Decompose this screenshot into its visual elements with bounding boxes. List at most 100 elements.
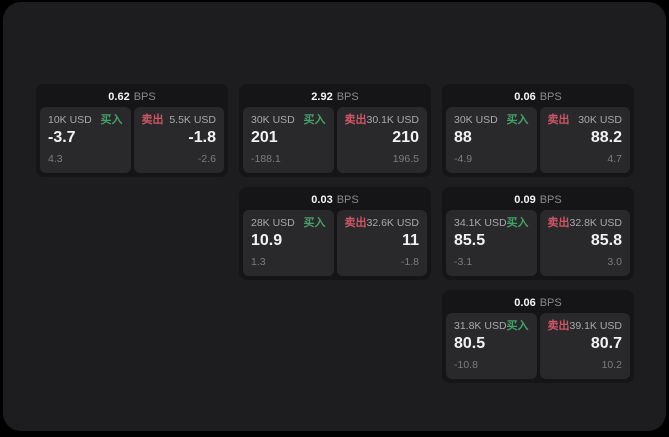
- buy-side-label: 买入: [506, 217, 529, 229]
- buy-panel[interactable]: 28K USD 买入 10.9 1.3: [243, 210, 334, 276]
- buy-price-value: -3.7: [48, 129, 76, 146]
- buy-side-label: 买入: [303, 114, 326, 126]
- buy-price-value: 85.5: [454, 232, 486, 249]
- buy-side-label: 买入: [303, 217, 326, 229]
- sell-side-label: 卖出: [141, 114, 164, 126]
- sell-panel[interactable]: 卖出 5.5K USD -1.8 -2.6: [133, 107, 224, 173]
- quote-panels: 34.1K USD 买入 85.5 -3.1 卖出 32.8K USD 85.8 3.0: [446, 210, 630, 276]
- sell-panel[interactable]: 卖出 30K USD 88.2 4.7: [539, 107, 630, 173]
- bps-header: 2.92 BPS: [243, 88, 427, 107]
- bps-unit-label: BPS: [336, 91, 359, 103]
- sell-panel[interactable]: 卖出 32.6K USD 11 -1.8: [336, 210, 427, 276]
- quote-card: 0.06 BPS 31.8K USD 买入 80.5 -10.8 卖出 39.1K USD 80…: [442, 290, 634, 383]
- sell-price-value: 210: [392, 129, 419, 146]
- bps-header: 0.06 BPS: [446, 294, 630, 313]
- sell-side-label: 卖出: [344, 114, 367, 126]
- sell-amount-label: 32.8K USD: [569, 217, 623, 229]
- sell-amount-label: 39.1K USD: [569, 320, 623, 332]
- buy-amount-label: 30K USD: [251, 114, 295, 126]
- buy-panel[interactable]: 34.1K USD 买入 85.5 -3.1: [446, 210, 537, 276]
- buy-panel-top: 30K USD 买入: [251, 114, 326, 126]
- sell-price-value: 80.7: [590, 335, 622, 352]
- bps-header: 0.09 BPS: [446, 191, 630, 210]
- buy-panel[interactable]: 30K USD 买入 88 -4.9: [446, 107, 537, 173]
- buy-sub-value: 1.3: [251, 256, 266, 268]
- sell-price-value: 11: [402, 232, 419, 249]
- bps-unit-label: BPS: [336, 194, 359, 206]
- buy-side-label: 买入: [506, 320, 529, 332]
- buy-sub-value: 4.3: [48, 153, 63, 165]
- buy-sub-value: -188.1: [251, 153, 281, 165]
- bps-unit-label: BPS: [539, 297, 562, 309]
- bps-header: 0.03 BPS: [243, 191, 427, 210]
- sell-sub-value: 196.5: [392, 153, 419, 165]
- sell-panel-top: 卖出 32.8K USD: [548, 217, 623, 229]
- quote-card: 0.62 BPS 10K USD 买入 -3.7 4.3 卖出 5.5K USD -1.8 -2.…: [36, 84, 228, 177]
- sell-amount-label: 32.6K USD: [366, 217, 420, 229]
- buy-sub-value: -4.9: [454, 153, 473, 165]
- bps-unit-label: BPS: [539, 91, 562, 103]
- quote-panels: 31.8K USD 买入 80.5 -10.8 卖出 39.1K USD 80.7 10.2: [446, 313, 630, 379]
- sell-amount-label: 5.5K USD: [169, 114, 216, 126]
- sell-sub-value: 4.7: [607, 153, 622, 165]
- bps-header: 0.06 BPS: [446, 88, 630, 107]
- quote-panels: 10K USD 买入 -3.7 4.3 卖出 5.5K USD -1.8 -2.6: [40, 107, 224, 173]
- buy-sub-value: -3.1: [454, 256, 473, 268]
- quote-card: 0.06 BPS 30K USD 买入 88 -4.9 卖出 30K USD 88.2 4.7: [442, 84, 634, 177]
- buy-side-label: 买入: [506, 114, 529, 126]
- quote-panels: 30K USD 买入 201 -188.1 卖出 30.1K USD 210 196.5: [243, 107, 427, 173]
- bps-value: 0.62: [108, 91, 130, 103]
- app-window: 0.62 BPS 10K USD 买入 -3.7 4.3 卖出 5.5K USD -1.8 -2.…: [3, 2, 666, 431]
- buy-panel-top: 34.1K USD 买入: [454, 217, 529, 229]
- bps-value: 0.06: [514, 297, 536, 309]
- sell-sub-value: 3.0: [607, 256, 622, 268]
- buy-amount-label: 31.8K USD: [454, 320, 507, 332]
- bps-unit-label: BPS: [539, 194, 562, 206]
- sell-price-value: 85.8: [590, 232, 622, 249]
- sell-panel[interactable]: 卖出 32.8K USD 85.8 3.0: [539, 210, 630, 276]
- quote-card: 2.92 BPS 30K USD 买入 201 -188.1 卖出 30.1K USD 210 1…: [239, 84, 431, 177]
- sell-side-label: 卖出: [547, 320, 570, 332]
- buy-amount-label: 10K USD: [48, 114, 92, 126]
- buy-price-value: 88: [454, 129, 472, 146]
- sell-panel-top: 卖出 32.6K USD: [345, 217, 420, 229]
- sell-panel-top: 卖出 30K USD: [548, 114, 623, 126]
- sell-price-value: 88.2: [590, 129, 622, 146]
- sell-sub-value: 10.2: [601, 359, 622, 371]
- bps-unit-label: BPS: [133, 91, 156, 103]
- sell-amount-label: 30K USD: [578, 114, 622, 126]
- buy-panel-top: 10K USD 买入: [48, 114, 123, 126]
- buy-side-label: 买入: [100, 114, 123, 126]
- quote-panels: 30K USD 买入 88 -4.9 卖出 30K USD 88.2 4.7: [446, 107, 630, 173]
- buy-amount-label: 28K USD: [251, 217, 295, 229]
- sell-panel-top: 卖出 30.1K USD: [345, 114, 420, 126]
- sell-sub-value: -1.8: [400, 256, 419, 268]
- buy-amount-label: 34.1K USD: [454, 217, 507, 229]
- bps-header: 0.62 BPS: [40, 88, 224, 107]
- buy-panel[interactable]: 30K USD 买入 201 -188.1: [243, 107, 334, 173]
- sell-panel[interactable]: 卖出 39.1K USD 80.7 10.2: [539, 313, 630, 379]
- sell-side-label: 卖出: [547, 217, 570, 229]
- buy-price-value: 10.9: [251, 232, 283, 249]
- buy-price-value: 201: [251, 129, 278, 146]
- buy-amount-label: 30K USD: [454, 114, 498, 126]
- quote-card: 0.03 BPS 28K USD 买入 10.9 1.3 卖出 32.6K USD 11 -1.8: [239, 187, 431, 280]
- bps-value: 2.92: [311, 91, 333, 103]
- bps-value: 0.09: [514, 194, 536, 206]
- sell-panel-top: 卖出 5.5K USD: [142, 114, 217, 126]
- quote-panels: 28K USD 买入 10.9 1.3 卖出 32.6K USD 11 -1.8: [243, 210, 427, 276]
- sell-amount-label: 30.1K USD: [366, 114, 420, 126]
- sell-panel-top: 卖出 39.1K USD: [548, 320, 623, 332]
- buy-panel[interactable]: 31.8K USD 买入 80.5 -10.8: [446, 313, 537, 379]
- sell-panel[interactable]: 卖出 30.1K USD 210 196.5: [336, 107, 427, 173]
- quote-card-grid: 0.62 BPS 10K USD 买入 -3.7 4.3 卖出 5.5K USD -1.8 -2.…: [36, 84, 634, 383]
- quote-card: 0.09 BPS 34.1K USD 买入 85.5 -3.1 卖出 32.8K USD 85.…: [442, 187, 634, 280]
- buy-price-value: 80.5: [454, 335, 486, 352]
- buy-panel[interactable]: 10K USD 买入 -3.7 4.3: [40, 107, 131, 173]
- buy-sub-value: -10.8: [454, 359, 478, 371]
- buy-panel-top: 31.8K USD 买入: [454, 320, 529, 332]
- sell-side-label: 卖出: [547, 114, 570, 126]
- buy-panel-top: 30K USD 买入: [454, 114, 529, 126]
- bps-value: 0.03: [311, 194, 333, 206]
- bps-value: 0.06: [514, 91, 536, 103]
